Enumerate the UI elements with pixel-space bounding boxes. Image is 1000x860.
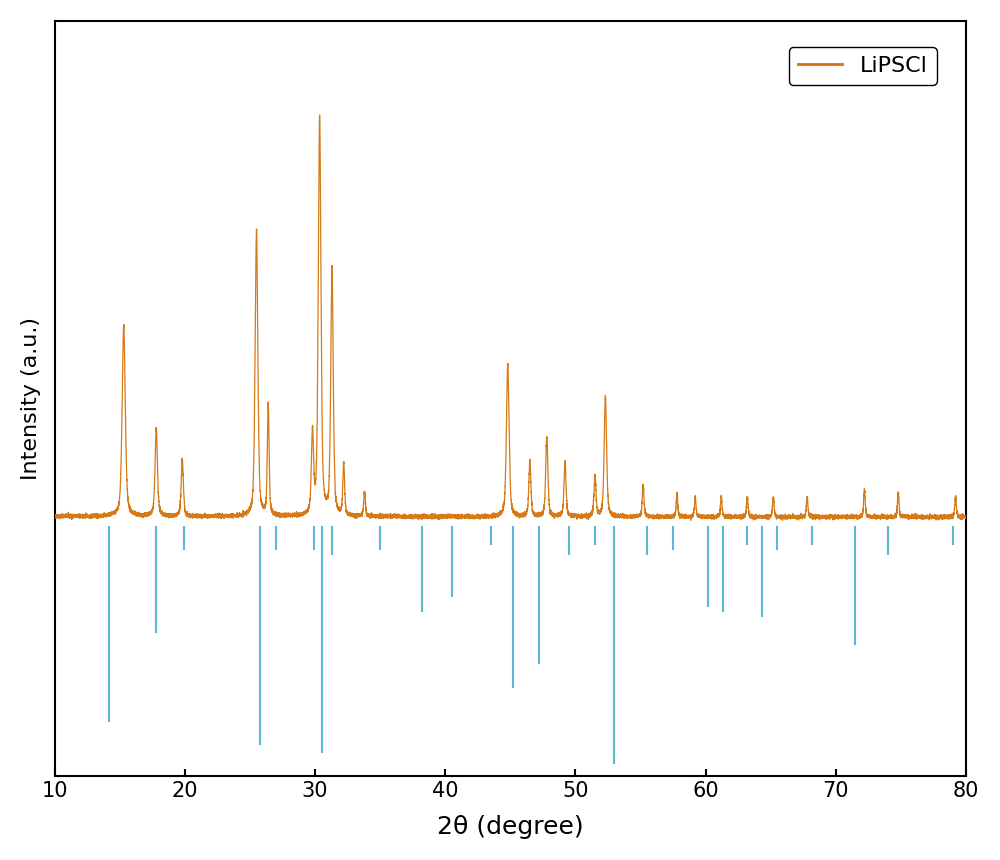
Legend: LiPSCl: LiPSCl xyxy=(789,47,937,85)
X-axis label: 2θ (degree): 2θ (degree) xyxy=(437,815,584,839)
Y-axis label: Intensity (a.u.): Intensity (a.u.) xyxy=(21,317,41,480)
